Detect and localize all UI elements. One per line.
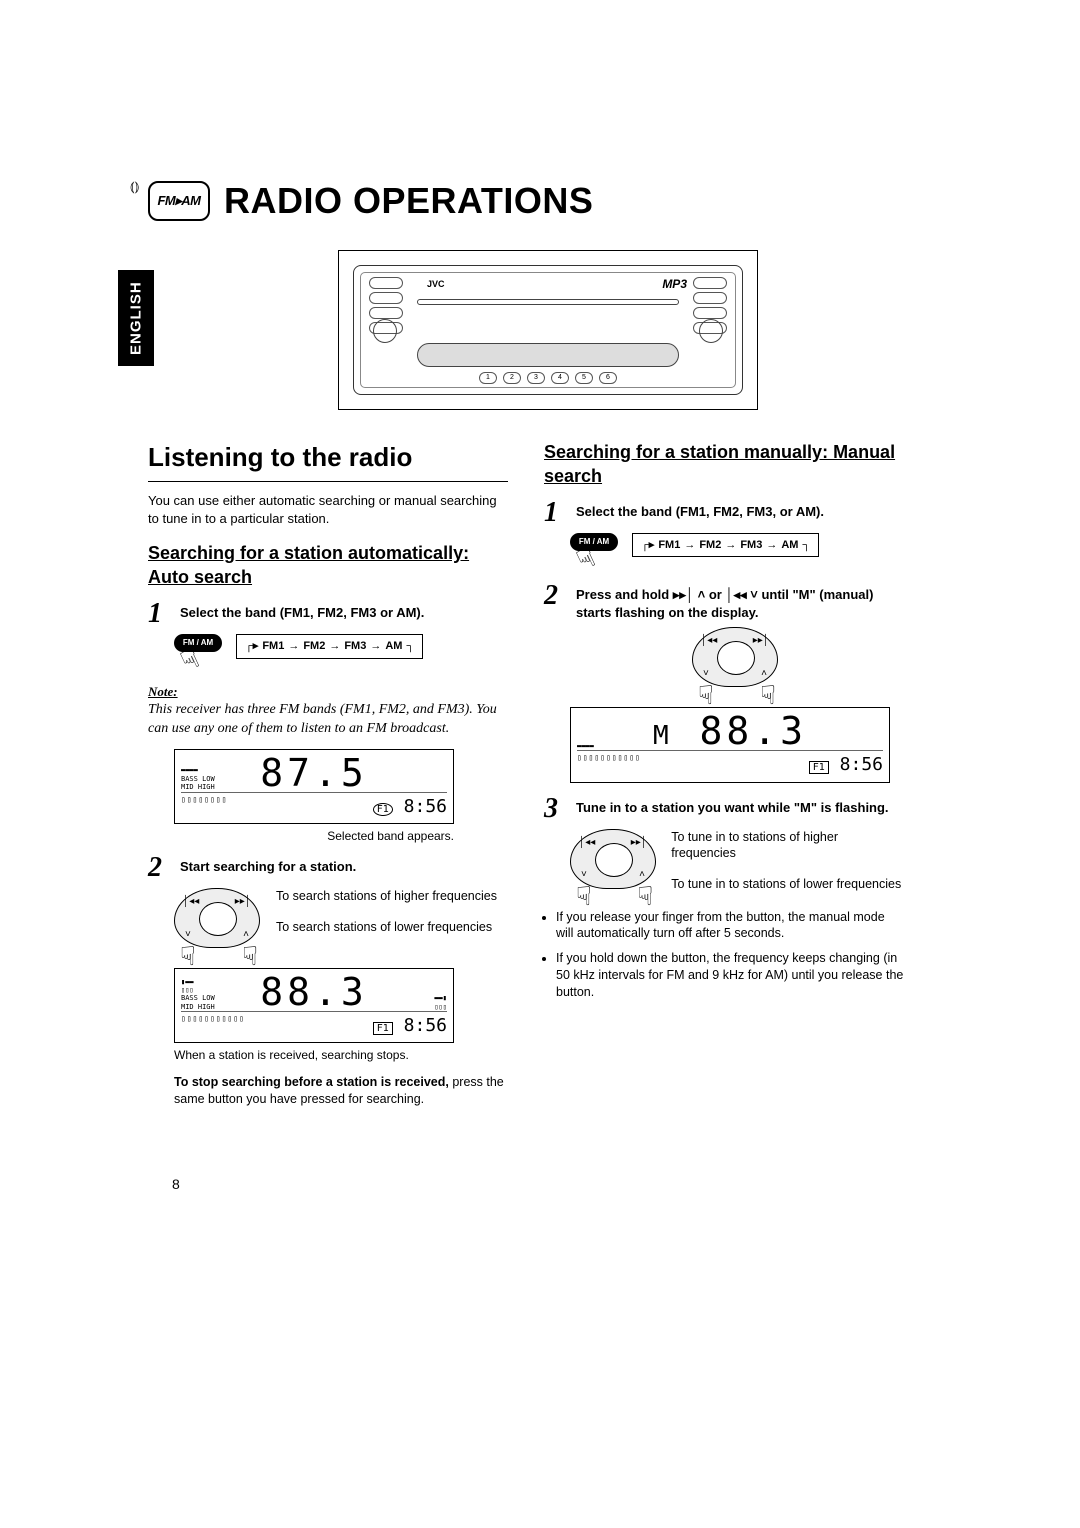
- manual-lcd-time: 8:56: [840, 754, 883, 775]
- manual-step3-num: 3: [544, 795, 566, 823]
- tuning-dial-icon: │◂◂▸▸│ ˅˄ ☟ ☟: [174, 888, 264, 960]
- note-text: This receiver has three FM bands (FM1, F…: [148, 701, 508, 739]
- car-stereo-illustration: JVC MP3 1 2 3 4 5 6: [353, 265, 743, 395]
- auto-stop-bold: To stop searching before a station is re…: [174, 1075, 449, 1089]
- brand-label: JVC: [427, 279, 445, 289]
- tuning-dial-icon-3: │◂◂▸▸│ ˅˄ ☟ ☟: [570, 829, 659, 901]
- left-column: Listening to the radio You can use eithe…: [148, 440, 508, 1115]
- auto-lcd-2: ▮▬▬▯▯▯BASS LOW MID HIGH 88.3 ▬▬▮▯▯▯ ▯▯▯▯…: [174, 968, 454, 1043]
- preset-4: 4: [551, 372, 569, 384]
- seq-fm3: FM3: [344, 639, 366, 654]
- auto-lcd2-band: F1: [373, 1022, 393, 1035]
- band-sequence: ┌▸ FM1→ FM2→ FM3→ AM┐: [236, 634, 423, 659]
- section-heading: Listening to the radio: [148, 440, 508, 475]
- band-sequence-2: ┌▸ FM1→ FM2→ FM3→ AM┐: [632, 533, 819, 558]
- auto-lcd1-caption: Selected band appears.: [174, 828, 454, 844]
- seq-fm2: FM2: [303, 639, 325, 654]
- page-content: ⦅⦆ FM▸AM RADIO OPERATIONS JVC MP3 1 2 3 …: [148, 180, 928, 1115]
- preset-buttons-row: 1 2 3 4 5 6: [361, 372, 735, 384]
- hand-right-icon: ☟: [242, 939, 258, 974]
- note-label: Note:: [148, 683, 508, 701]
- auto-dial-up: To search stations of higher frequencies: [276, 888, 497, 905]
- preset-6: 6: [599, 372, 617, 384]
- fmam-badge-text: FM▸AM: [157, 193, 200, 209]
- auto-step1-text: Select the band (FM1, FM2, FM3 or AM).: [180, 600, 424, 628]
- preset-1: 1: [479, 372, 497, 384]
- seq2-am: AM: [781, 538, 798, 553]
- hand-right-icon-3: ☟: [637, 879, 653, 914]
- seq-am: AM: [385, 639, 402, 654]
- auto-lcd1-band: F1: [373, 803, 393, 816]
- manual-lcd-band: F1: [809, 761, 829, 774]
- right-column: Searching for a station manually: Manual…: [544, 440, 904, 1115]
- hand-left-icon-3: ☟: [576, 879, 592, 914]
- tuning-dial-icon-2: │◂◂▸▸│ ˅˄ ☟ ☟: [692, 627, 782, 699]
- manual-dial-down: To tune in to stations of lower frequenc…: [671, 876, 904, 893]
- title-row: ⦅⦆ FM▸AM RADIO OPERATIONS: [148, 180, 928, 222]
- manual-dial-figure-1: │◂◂▸▸│ ˅˄ ☟ ☟: [570, 627, 904, 699]
- cassette-slot-icon: [417, 343, 679, 367]
- manual-dial-figure-2: │◂◂▸▸│ ˅˄ ☟ ☟ To tune in to stations of …: [570, 829, 904, 901]
- manual-step2-num: 2: [544, 582, 566, 621]
- auto-fmam-figure: FM / AM ☟ ┌▸ FM1→ FM2→ FM3→ AM┐: [174, 634, 508, 674]
- manual-step3-text: Tune in to a station you want while "M" …: [576, 795, 889, 823]
- seq2-fm1: FM1: [658, 538, 680, 553]
- mp3-label: MP3: [662, 277, 687, 291]
- intro-text: You can use either automatic searching o…: [148, 492, 508, 527]
- auto-lcd1-freq: 87.5: [229, 754, 399, 792]
- seq2-fm2: FM2: [699, 538, 721, 553]
- auto-dial-figure: │◂◂▸▸│ ˅˄ ☟ ☟ To search stations of high…: [174, 888, 508, 960]
- auto-dial-down: To search stations of lower frequencies: [276, 919, 497, 936]
- pointing-hand-icon-2: ☟: [575, 548, 598, 570]
- manual-lcd-m: M: [653, 721, 673, 751]
- fmam-badge: FM▸AM: [148, 181, 210, 221]
- auto-lcd2-time: 8:56: [404, 1015, 447, 1036]
- prev-down-icon: │◂◂ ˅: [725, 587, 757, 602]
- auto-step2-num: 2: [148, 854, 170, 882]
- knob-left-icon: [373, 319, 397, 343]
- stereo-illustration-frame: JVC MP3 1 2 3 4 5 6: [338, 250, 758, 410]
- auto-step2-text: Start searching for a station.: [180, 854, 356, 882]
- knob-right-icon: [699, 319, 723, 343]
- radio-waves-icon: ⦅⦆: [130, 184, 139, 188]
- manual-lcd: ▬▬▬▬ M 88.3 ▯▯▯▯▯▯▯▯▯▯▯ F1 8:56: [570, 707, 890, 782]
- pointing-hand-icon: ☟: [179, 649, 202, 671]
- page-title: RADIO OPERATIONS: [224, 180, 593, 222]
- auto-step1-num: 1: [148, 600, 170, 628]
- cd-slot-icon: [417, 299, 679, 305]
- page-number: 8: [172, 1176, 180, 1192]
- seq-fm1: FM1: [262, 639, 284, 654]
- manual-step1-text: Select the band (FM1, FM2, FM3, or AM).: [576, 499, 824, 527]
- manual-step2-text: Press and hold ▸▸│ ˄ or │◂◂ ˅ until "M" …: [576, 582, 904, 621]
- auto-lcd-1: ▬▬▬▬BASS LOW MID HIGH 87.5 ▯▯▯▯▯▯▯▯ F1 8…: [174, 749, 454, 824]
- manual-notes-list: If you release your finger from the butt…: [556, 909, 904, 1001]
- manual-search-heading: Searching for a station manually: Manual…: [544, 440, 904, 489]
- manual-lcd-freq: 88.3: [700, 709, 808, 753]
- seq2-fm3: FM3: [740, 538, 762, 553]
- next-up-icon: ▸▸│ ˄: [673, 587, 705, 602]
- preset-5: 5: [575, 372, 593, 384]
- auto-lcd1-time: 8:56: [404, 796, 447, 817]
- hand-right-icon-2: ☟: [760, 678, 776, 713]
- auto-lcd2-freq: 88.3: [229, 973, 399, 1011]
- manual-bullet-2: If you hold down the button, the frequen…: [556, 950, 904, 1001]
- preset-2: 2: [503, 372, 521, 384]
- hand-left-icon-2: ☟: [698, 678, 714, 713]
- manual-bullet-1: If you release your finger from the butt…: [556, 909, 904, 943]
- hand-left-icon: ☟: [180, 939, 196, 974]
- manual-step1-num: 1: [544, 499, 566, 527]
- auto-lcd2-caption: When a station is received, searching st…: [174, 1047, 454, 1063]
- auto-search-heading: Searching for a station automatically: A…: [148, 541, 508, 590]
- manual-fmam-figure: FM / AM ☟ ┌▸ FM1→ FM2→ FM3→ AM┐: [570, 533, 904, 573]
- preset-3: 3: [527, 372, 545, 384]
- auto-stop-text: To stop searching before a station is re…: [174, 1074, 508, 1108]
- manual-dial-up: To tune in to stations of higher frequen…: [671, 829, 904, 863]
